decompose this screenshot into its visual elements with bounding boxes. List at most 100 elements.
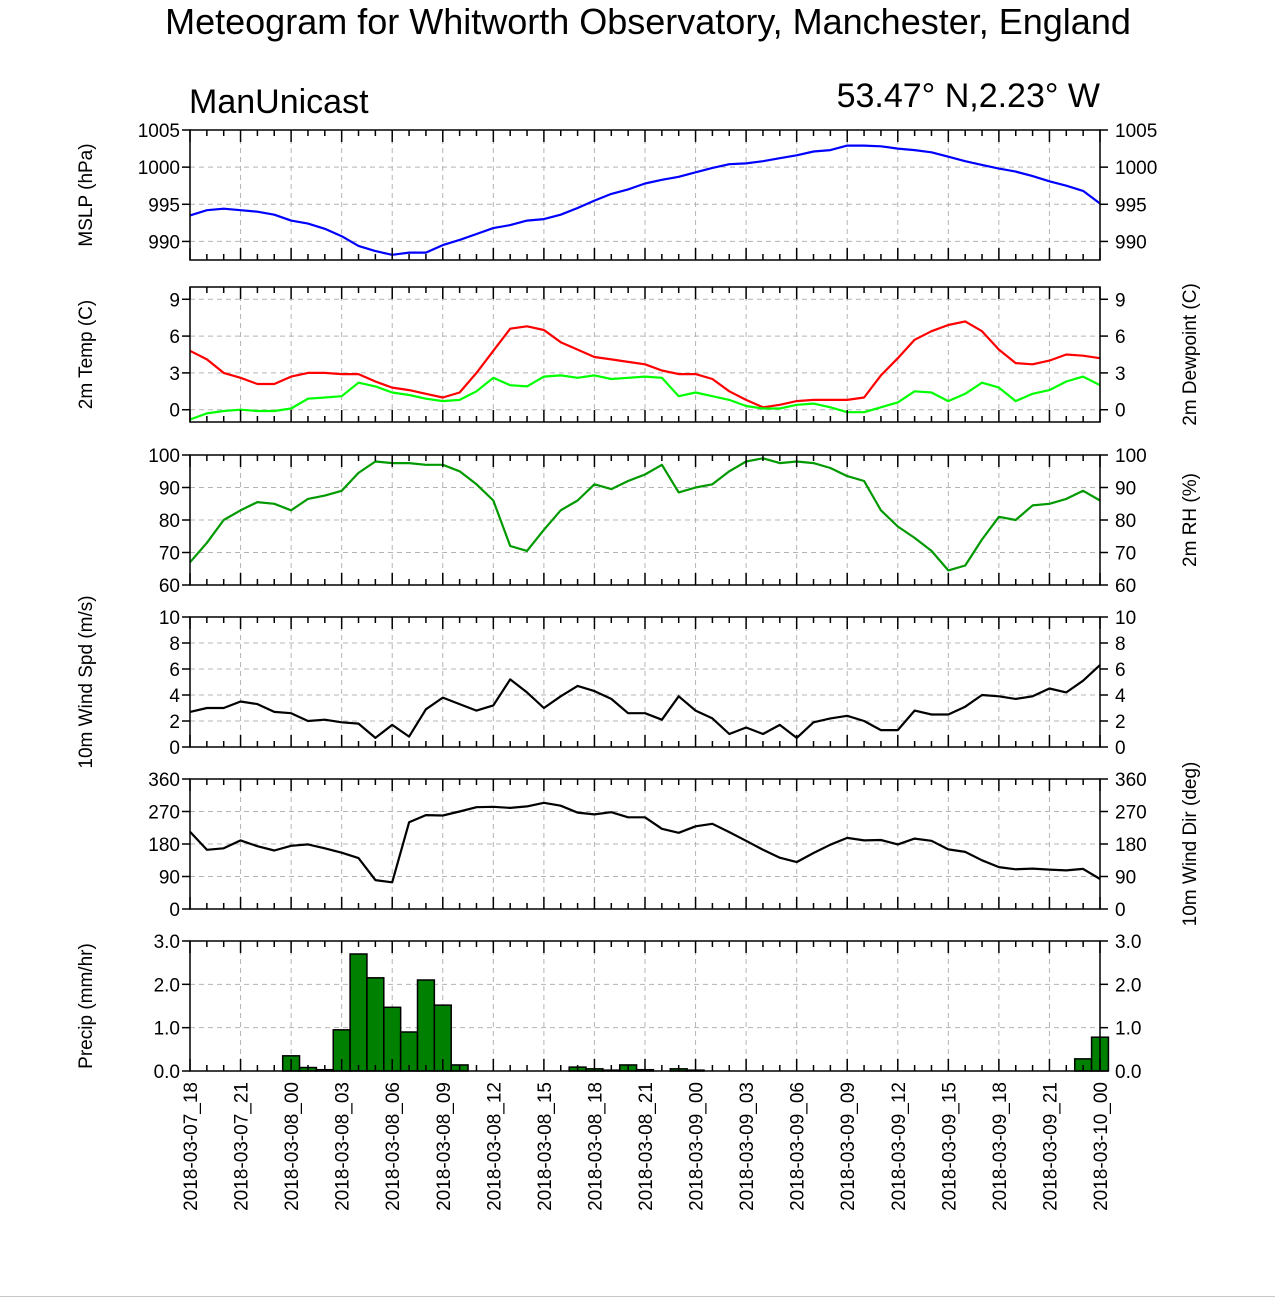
panel-5: 0.0 0.0 1.0 1.0 2.0 2.0 3.0 3.0 Precip (mm/hr)	[76, 932, 1141, 1083]
y-tick-label-left: 3.0	[154, 932, 180, 953]
y-tick-label-left: 6	[169, 327, 180, 348]
y-tick-label-right: 3	[1115, 364, 1126, 385]
x-tick-label: 2018-03-08_06	[383, 1082, 404, 1211]
page-title: Meteogram for Whitworth Observatory, Man…	[165, 1, 1131, 42]
panel-4: 0 0 90 90 180 180 270 270 360 360 10m Wind Dir (de…	[148, 762, 1201, 927]
y-tick-label-left: 100	[148, 446, 180, 467]
y-tick-label-left: 360	[148, 770, 180, 791]
y-axis-label-right: 10m Wind Dir (deg)	[1180, 762, 1201, 927]
y-axis-label-left: 2m Temp (C)	[76, 300, 97, 409]
y-tick-label-right: 2.0	[1115, 975, 1141, 996]
y-axis-label-left: 10m Wind Spd (m/s)	[76, 595, 97, 768]
y-tick-label-right: 0.0	[1115, 1062, 1141, 1083]
bottom-divider	[0, 1296, 1275, 1297]
x-tick-label: 2018-03-09_00	[687, 1082, 708, 1211]
x-tick-label: 2018-03-09_03	[737, 1082, 758, 1211]
y-tick-label-right: 0	[1115, 401, 1126, 422]
y-tick-label-left: 0	[169, 900, 180, 921]
y-tick-label-left: 0.0	[154, 1062, 180, 1083]
x-tick-label: 2018-03-09_15	[939, 1082, 960, 1211]
model-label: ManUnicast	[189, 83, 369, 121]
y-tick-label-right: 60	[1115, 576, 1136, 597]
y-tick-label-left: 2.0	[154, 975, 180, 996]
y-axis-label-right: 2m RH (%)	[1180, 473, 1201, 567]
y-tick-label-left: 8	[169, 634, 180, 655]
y-tick-label-right: 3.0	[1115, 932, 1141, 953]
y-axis-label-left: Precip (mm/hr)	[76, 943, 97, 1069]
y-tick-label-right: 1005	[1115, 121, 1157, 142]
y-tick-label-left: 2	[169, 712, 180, 733]
y-tick-label-right: 2	[1115, 712, 1126, 733]
series-line-0	[189, 801, 1101, 884]
y-tick-label-left: 60	[159, 576, 180, 597]
x-tick-label: 2018-03-08_21	[636, 1082, 657, 1211]
y-tick-label-right: 0	[1115, 738, 1126, 759]
y-tick-label-left: 3	[169, 364, 180, 385]
y-tick-label-left: 0	[169, 401, 180, 422]
y-tick-label-right: 100	[1115, 446, 1147, 467]
y-tick-label-right: 90	[1115, 479, 1136, 500]
y-tick-label-right: 6	[1115, 660, 1126, 681]
y-tick-label-left: 1005	[138, 121, 180, 142]
y-tick-label-right: 9	[1115, 290, 1126, 311]
x-tick-label: 2018-03-09_06	[788, 1082, 809, 1211]
y-tick-label-left: 90	[159, 868, 180, 889]
x-tick-label: 2018-03-09_09	[838, 1082, 859, 1211]
y-axis-label-right: 2m Dewpoint (C)	[1180, 283, 1201, 426]
y-tick-label-left: 1000	[138, 158, 180, 179]
y-tick-label-right: 0	[1115, 900, 1126, 921]
y-tick-label-right: 70	[1115, 544, 1136, 565]
y-tick-label-left: 10	[159, 608, 180, 629]
series-line-0	[189, 457, 1101, 572]
y-tick-label-right: 10	[1115, 608, 1136, 629]
x-tick-label: 2018-03-10_00	[1091, 1082, 1112, 1211]
y-tick-label-right: 995	[1115, 195, 1147, 216]
y-tick-label-left: 0	[169, 738, 180, 759]
y-tick-label-right: 6	[1115, 327, 1126, 348]
x-tick-label: 2018-03-08_15	[535, 1082, 556, 1211]
y-tick-label-left: 70	[159, 544, 180, 565]
y-axis-label-left: MSLP (hPa)	[76, 143, 97, 246]
y-tick-label-left: 6	[169, 660, 180, 681]
x-tick-label: 2018-03-08_00	[282, 1082, 303, 1211]
x-axis-labels: 2018-03-07_18 2018-03-07_21 2018-03-08_00 2…	[181, 1082, 1112, 1211]
y-tick-label-right: 4	[1115, 686, 1126, 707]
y-tick-label-right: 1.0	[1115, 1019, 1141, 1040]
series-line-0	[189, 320, 1101, 409]
y-tick-label-right: 180	[1115, 835, 1147, 856]
y-tick-label-left: 4	[169, 686, 180, 707]
y-tick-label-left: 80	[159, 511, 180, 532]
y-tick-label-left: 995	[148, 195, 180, 216]
x-tick-label: 2018-03-07_18	[181, 1082, 202, 1211]
panel-1: 0 0 3 3 6 6 9 9 2m Temp (C) 2m Dewpoint (C)	[76, 283, 1201, 426]
x-tick-label: 2018-03-07_21	[232, 1082, 253, 1211]
precip-bar	[349, 953, 368, 1072]
x-tick-label: 2018-03-08_03	[333, 1082, 354, 1211]
x-tick-label: 2018-03-09_21	[1040, 1082, 1061, 1211]
panel-2: 60 60 70 70 80 80 90 90 100 100 2m RH (%)	[148, 446, 1201, 597]
precip-bar	[416, 979, 436, 1072]
y-tick-label-right: 90	[1115, 868, 1136, 889]
y-tick-label-left: 90	[159, 479, 180, 500]
y-tick-label-right: 270	[1115, 803, 1147, 824]
series-line-1	[189, 374, 1101, 421]
y-tick-label-left: 180	[148, 835, 180, 856]
location-coordinates: 53.47° N,2.23° W	[837, 77, 1100, 115]
x-tick-label: 2018-03-08_12	[484, 1082, 505, 1211]
x-tick-label: 2018-03-08_09	[434, 1082, 455, 1211]
y-tick-label-right: 1000	[1115, 158, 1157, 179]
x-tick-label: 2018-03-08_18	[585, 1082, 606, 1211]
series-line-0	[189, 664, 1101, 739]
series-line-0	[189, 144, 1101, 256]
y-tick-label-right: 80	[1115, 511, 1136, 532]
precip-bar	[366, 977, 385, 1072]
y-tick-label-left: 1.0	[154, 1019, 180, 1040]
y-tick-label-right: 8	[1115, 634, 1126, 655]
panel-0: 990 990 995 995 1000 1000 1005 1005 MSLP (hPa)	[76, 121, 1157, 261]
panel-3: 0 0 2 2 4 4 6 6 8 8 10 10 10m Wind Spd (m/s)	[76, 595, 1136, 768]
x-tick-label: 2018-03-09_12	[889, 1082, 910, 1211]
y-tick-label-left: 9	[169, 290, 180, 311]
y-tick-label-right: 360	[1115, 770, 1147, 791]
